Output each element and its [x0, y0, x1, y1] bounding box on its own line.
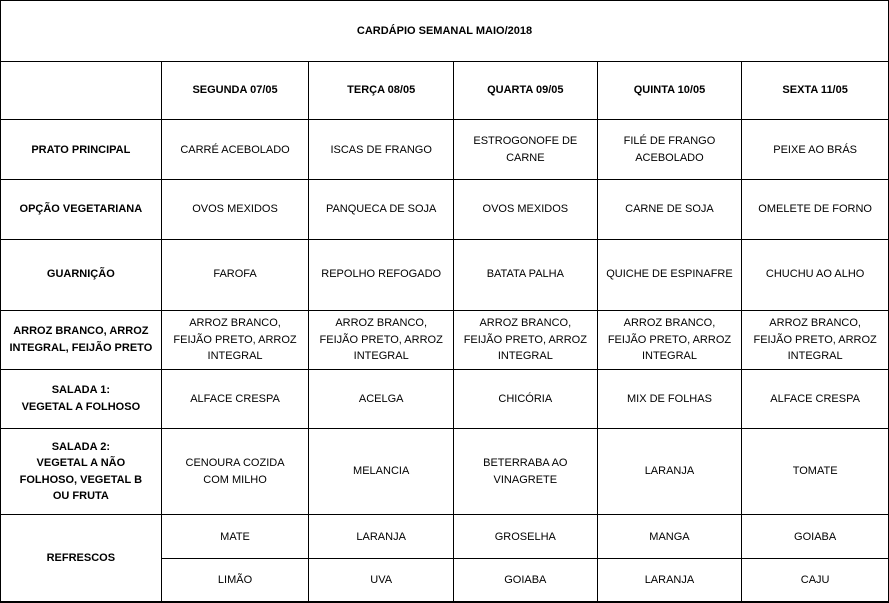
menu-cell: LARANJA: [596, 428, 743, 516]
table-row: OPÇÃO VEGETARIANA OVOS MEXIDOS PANQUECA …: [0, 179, 889, 240]
menu-cell: ISCAS DE FRANGO: [308, 119, 454, 181]
menu-cell: CARRÉ ACEBOLADO: [160, 119, 310, 181]
menu-cell: TOMATE: [741, 428, 889, 516]
row-label-opcao-vegetariana: OPÇÃO VEGETARIANA: [0, 179, 162, 240]
menu-cell: OVOS MEXIDOS: [453, 179, 598, 240]
table-row: ARROZ BRANCO, ARROZ INTEGRAL, FEIJÃO PRE…: [0, 309, 889, 370]
menu-cell: LARANJA: [596, 558, 743, 603]
table-row: SALADA 2: VEGETAL A NÃO FOLHOSO, VEGETAL…: [0, 428, 889, 516]
menu-cell: LIMÃO: [160, 558, 310, 603]
title-row: CARDÁPIO SEMANAL MAIO/2018: [0, 0, 889, 63]
menu-cell: CHICÓRIA: [453, 368, 598, 430]
menu-cell: GROSELHA: [453, 514, 598, 560]
menu-cell: ALFACE CRESPA: [741, 368, 889, 430]
menu-cell: OVOS MEXIDOS: [160, 179, 310, 240]
menu-cell: CHUCHU AO ALHO: [741, 238, 889, 311]
menu-cell: UVA: [308, 558, 454, 603]
corner-cell: [0, 61, 162, 121]
row-label-arroz-feijao: ARROZ BRANCO, ARROZ INTEGRAL, FEIJÃO PRE…: [0, 309, 162, 370]
menu-cell: FILÉ DE FRANGO ACEBOLADO: [596, 119, 743, 181]
day-header-terca: TERÇA 08/05: [308, 61, 454, 121]
day-header-segunda: SEGUNDA 07/05: [160, 61, 310, 121]
menu-cell: OMELETE DE FORNO: [741, 179, 889, 240]
menu-cell: PANQUECA DE SOJA: [308, 179, 454, 240]
menu-cell: BATATA PALHA: [453, 238, 598, 311]
menu-cell: ARROZ BRANCO, FEIJÃO PRETO, ARROZ INTEGR…: [741, 309, 889, 370]
row-label-salada-2: SALADA 2: VEGETAL A NÃO FOLHOSO, VEGETAL…: [0, 428, 162, 516]
menu-cell: FAROFA: [160, 238, 310, 311]
menu-cell: ALFACE CRESPA: [160, 368, 310, 430]
menu-cell: GOIABA: [453, 558, 598, 603]
menu-cell: CARNE DE SOJA: [596, 179, 743, 240]
menu-cell: ESTROGONOFE DE CARNE: [453, 119, 598, 181]
table-row: LIMÃO UVA GOIABA LARANJA CAJU: [1, 558, 889, 603]
menu-cell: GOIABA: [741, 514, 889, 560]
table-row: SALADA 1: VEGETAL A FOLHOSO ALFACE CRESP…: [0, 368, 889, 430]
table-row: REFRESCOS MATE LARANJA GROSELHA MANGA GO…: [0, 514, 889, 603]
menu-cell: BETERRABA AO VINAGRETE: [453, 428, 598, 516]
header-row: SEGUNDA 07/05 TERÇA 08/05 QUARTA 09/05 Q…: [0, 61, 889, 121]
table-row: PRATO PRINCIPAL CARRÉ ACEBOLADO ISCAS DE…: [0, 119, 889, 181]
row-label-guarnicao: GUARNIÇÃO: [0, 238, 162, 311]
menu-cell: ARROZ BRANCO, FEIJÃO PRETO, ARROZ INTEGR…: [596, 309, 743, 370]
menu-cell: CAJU: [741, 558, 889, 603]
menu-cell: ACELGA: [308, 368, 454, 430]
row-label-refrescos: REFRESCOS: [0, 514, 162, 603]
menu-cell: REPOLHO REFOGADO: [308, 238, 454, 311]
menu-cell: MIX DE FOLHAS: [596, 368, 743, 430]
row-label-salada-1: SALADA 1: VEGETAL A FOLHOSO: [0, 368, 162, 430]
day-header-sexta: SEXTA 11/05: [741, 61, 889, 121]
menu-cell: ARROZ BRANCO, FEIJÃO PRETO, ARROZ INTEGR…: [160, 309, 310, 370]
menu-cell: MELANCIA: [308, 428, 454, 516]
menu-cell: ARROZ BRANCO, FEIJÃO PRETO, ARROZ INTEGR…: [308, 309, 454, 370]
table-row: GUARNIÇÃO FAROFA REPOLHO REFOGADO BATATA…: [0, 238, 889, 311]
menu-cell: CENOURA COZIDA COM MILHO: [160, 428, 310, 516]
menu-cell: PEIXE AO BRÁS: [741, 119, 889, 181]
menu-cell: ARROZ BRANCO, FEIJÃO PRETO, ARROZ INTEGR…: [453, 309, 598, 370]
day-header-quarta: QUARTA 09/05: [453, 61, 598, 121]
menu-cell: MANGA: [596, 514, 743, 560]
row-label-prato-principal: PRATO PRINCIPAL: [0, 119, 162, 181]
day-header-quinta: QUINTA 10/05: [596, 61, 743, 121]
menu-title: CARDÁPIO SEMANAL MAIO/2018: [0, 0, 889, 63]
menu-cell: QUICHE DE ESPINAFRE: [596, 238, 743, 311]
menu-cell: MATE: [160, 514, 310, 560]
menu-cell: LARANJA: [308, 514, 454, 560]
